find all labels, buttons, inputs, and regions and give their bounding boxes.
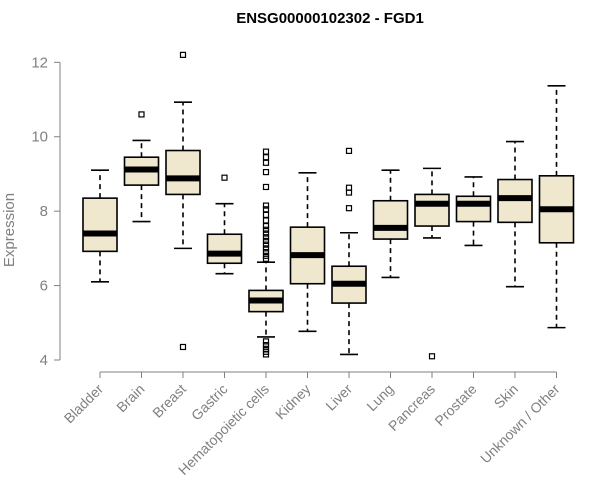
outlier-point — [262, 159, 270, 166]
outlier-point — [345, 189, 353, 196]
outlier-point — [262, 183, 270, 191]
iqr-box — [414, 193, 450, 227]
x-tick-label: Brain — [113, 381, 147, 415]
outlier-point — [262, 234, 270, 241]
outlier-point — [345, 205, 353, 212]
box-gastric — [206, 174, 243, 275]
box-kidney — [289, 172, 326, 333]
iqr-box — [165, 149, 201, 196]
outlier-point — [262, 222, 270, 230]
y-tick-label: 8 — [40, 203, 48, 220]
y-axis: 4 6 8 10 12 — [31, 54, 61, 369]
y-tick-label: 4 — [40, 352, 48, 369]
outlier-point — [262, 230, 270, 237]
outlier-point — [221, 174, 228, 181]
outlier-point — [262, 338, 270, 345]
chart-title: ENSG00000102302 - FGD1 — [236, 10, 424, 27]
outlier-point — [138, 111, 145, 118]
outlier-point — [262, 248, 270, 256]
y-tick-label: 6 — [40, 278, 48, 295]
outlier-point — [345, 147, 353, 154]
outlier-point — [262, 342, 270, 349]
box-bladder — [82, 169, 118, 283]
outlier-point — [262, 245, 270, 252]
box-skin — [497, 140, 533, 288]
outlier-point — [262, 255, 270, 262]
x-tick-label: Breast — [149, 381, 189, 421]
plot-area — [82, 51, 575, 360]
outlier-point — [262, 241, 270, 248]
outlier-point — [179, 343, 187, 351]
x-tick-label: Unknown / Other — [477, 381, 563, 467]
box-unknown-other — [538, 84, 575, 329]
outlier-point — [428, 353, 436, 360]
outlier-point — [262, 154, 270, 161]
box-prostate — [455, 176, 492, 247]
box-liver — [331, 147, 367, 356]
x-tick-label: Lung — [363, 381, 396, 414]
y-tick-label: 12 — [31, 54, 48, 71]
outlier-point — [262, 351, 270, 358]
x-tick-label: Skin — [491, 381, 522, 412]
x-tick-label: Kidney — [272, 381, 314, 423]
iqr-box — [206, 233, 243, 265]
y-tick-label: 10 — [31, 129, 48, 146]
iqr-box — [82, 197, 118, 253]
iqr-box — [372, 199, 409, 240]
x-tick-label: Bladder — [61, 381, 107, 427]
outlier-point — [262, 211, 270, 218]
outlier-point — [262, 168, 270, 176]
x-tick-label: Liver — [322, 381, 355, 414]
outlier-point — [262, 217, 270, 224]
box-pancreas — [414, 167, 450, 360]
outlier-point — [262, 148, 270, 155]
y-axis-label: Expression — [1, 193, 18, 267]
box-breast — [165, 51, 201, 351]
outlier-point — [179, 51, 187, 58]
x-tick-label: Prostate — [431, 381, 479, 429]
iqr-box — [455, 195, 492, 223]
outlier-point — [262, 226, 270, 233]
box-hematopoietic-cells — [248, 148, 284, 358]
outlier-point — [262, 202, 270, 209]
box-lung — [372, 169, 409, 279]
outlier-point — [262, 237, 270, 245]
box-brain — [123, 111, 160, 223]
